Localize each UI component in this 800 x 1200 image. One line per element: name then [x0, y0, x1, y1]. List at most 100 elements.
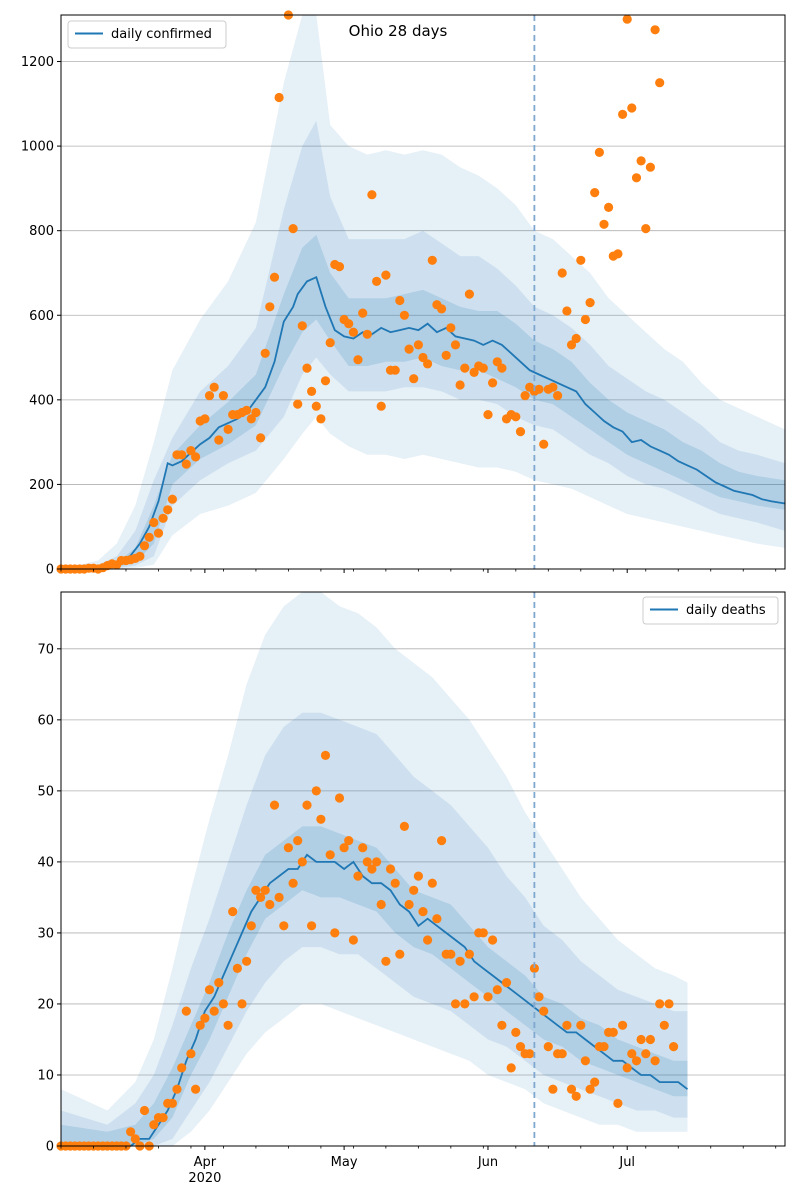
confirmed-data-point [246, 414, 256, 424]
confirmed-median-series [61, 275, 786, 570]
deaths-data-point [404, 899, 414, 910]
deaths-data-point [423, 935, 433, 945]
deaths-data-point [200, 1013, 210, 1023]
deaths-data-point [232, 963, 242, 974]
deaths-y-tick-label: 40 [37, 855, 54, 870]
confirmed-data-point [511, 412, 521, 422]
confirmed-data-point [418, 352, 428, 363]
deaths-legend: daily deaths [642, 596, 779, 625]
deaths-data-point [265, 899, 275, 910]
deaths-data-point [641, 1049, 651, 1059]
deaths-data-point [260, 885, 270, 895]
confirmed-data-point [483, 410, 493, 420]
confirmed-axes-frame [60, 14, 786, 570]
confirmed-data-point [631, 173, 642, 183]
deaths-data-point [418, 907, 428, 917]
confirmed-data-point [139, 541, 150, 551]
deaths-data-point [613, 1098, 623, 1108]
confirmed-data-point [353, 355, 363, 365]
deaths-data-point [539, 1006, 549, 1016]
confirmed-data-point [320, 376, 331, 386]
deaths-grid [61, 648, 785, 1076]
confirmed-data-point [618, 109, 628, 119]
deaths-data-point [195, 1020, 205, 1030]
confirmed-data-point [358, 308, 368, 318]
deaths-data-point [348, 935, 358, 945]
confirmed-data-point [256, 433, 266, 443]
deaths-data-point [251, 885, 261, 895]
confirmed-data-point [204, 391, 215, 401]
confirmed-y-tick-label: 0 [46, 563, 54, 578]
confirmed-data-point [488, 378, 498, 388]
deaths-data-point [664, 999, 674, 1009]
deaths-data-point [464, 949, 474, 959]
confirmed-band-mid [61, 120, 785, 569]
deaths-data-point [627, 1049, 637, 1059]
deaths-data-point [372, 857, 382, 867]
deaths-data-point [172, 1084, 182, 1094]
deaths-data-point [218, 999, 228, 1009]
confirmed-data-point [316, 414, 326, 424]
confirmed-data-point [566, 340, 577, 350]
confirmed-data-point [562, 306, 572, 316]
deaths-data-point [669, 1042, 679, 1052]
confirmed-data-point [223, 424, 233, 434]
deaths-data-point [515, 1042, 526, 1052]
confirmed-data-point [423, 359, 433, 369]
confirmed-data-point [460, 363, 470, 373]
confirmed-data-point [302, 363, 312, 373]
deaths-data-point [506, 1063, 516, 1073]
deaths-data-point [511, 1027, 521, 1037]
confirmed-data-point [650, 25, 660, 35]
deaths-median-line [61, 853, 689, 1147]
deaths-data-point [529, 963, 540, 974]
deaths-data-point [367, 864, 377, 874]
deaths-data-point [204, 985, 215, 995]
x-tick-label: May [331, 1155, 358, 1170]
confirmed-data-point [372, 276, 382, 286]
deaths-data-point [214, 978, 224, 988]
confirmed-grid [61, 61, 785, 485]
deaths-data-point [390, 878, 400, 888]
deaths-data-point [645, 1034, 656, 1045]
x-tick-year-label: 2020 [188, 1171, 221, 1186]
deaths-data-point [446, 949, 456, 959]
x-tick-label: Apr [194, 1155, 217, 1170]
deaths-data-point [650, 1056, 660, 1066]
deaths-data-point [483, 992, 493, 1002]
deaths-y-tick-label: 50 [37, 784, 54, 799]
confirmed-data-point [200, 414, 210, 424]
deaths-data-point [576, 1020, 586, 1030]
confirmed-data-point [260, 348, 270, 358]
confirmed-data-point [293, 399, 303, 409]
confirmed-data-point [571, 333, 581, 344]
confirmed-data-point [381, 270, 391, 280]
confirmed-data-point [613, 249, 623, 259]
confirmed-data-point [585, 298, 595, 308]
confirmed-data-point [576, 255, 586, 265]
deaths-data-point [177, 1063, 187, 1073]
deaths-data-point [450, 999, 461, 1009]
x-tick-label: Jun [477, 1155, 498, 1170]
deaths-axes-frame [60, 591, 786, 1147]
confirmed-data-point [655, 78, 665, 88]
deaths-data-point [362, 857, 372, 867]
deaths-data-point [130, 1134, 140, 1144]
confirmed-data-point [399, 310, 409, 320]
deaths-data-point [307, 921, 317, 931]
deaths-data-point [353, 871, 363, 881]
deaths-data-point [358, 843, 368, 853]
deaths-data-point [228, 907, 238, 917]
deaths-data-point [455, 956, 465, 966]
confirmed-data-point [594, 147, 605, 157]
deaths-data-point [288, 878, 298, 888]
confirmed-data-point [348, 327, 358, 337]
confirmed-data-point [557, 268, 567, 278]
deaths-data-point [269, 800, 280, 810]
deaths-data-point [618, 1020, 628, 1030]
confirmed-data-point [627, 103, 637, 113]
deaths-data-point [478, 928, 488, 938]
confirmed-data-point [153, 528, 164, 538]
confirmed-data-point [413, 340, 423, 350]
